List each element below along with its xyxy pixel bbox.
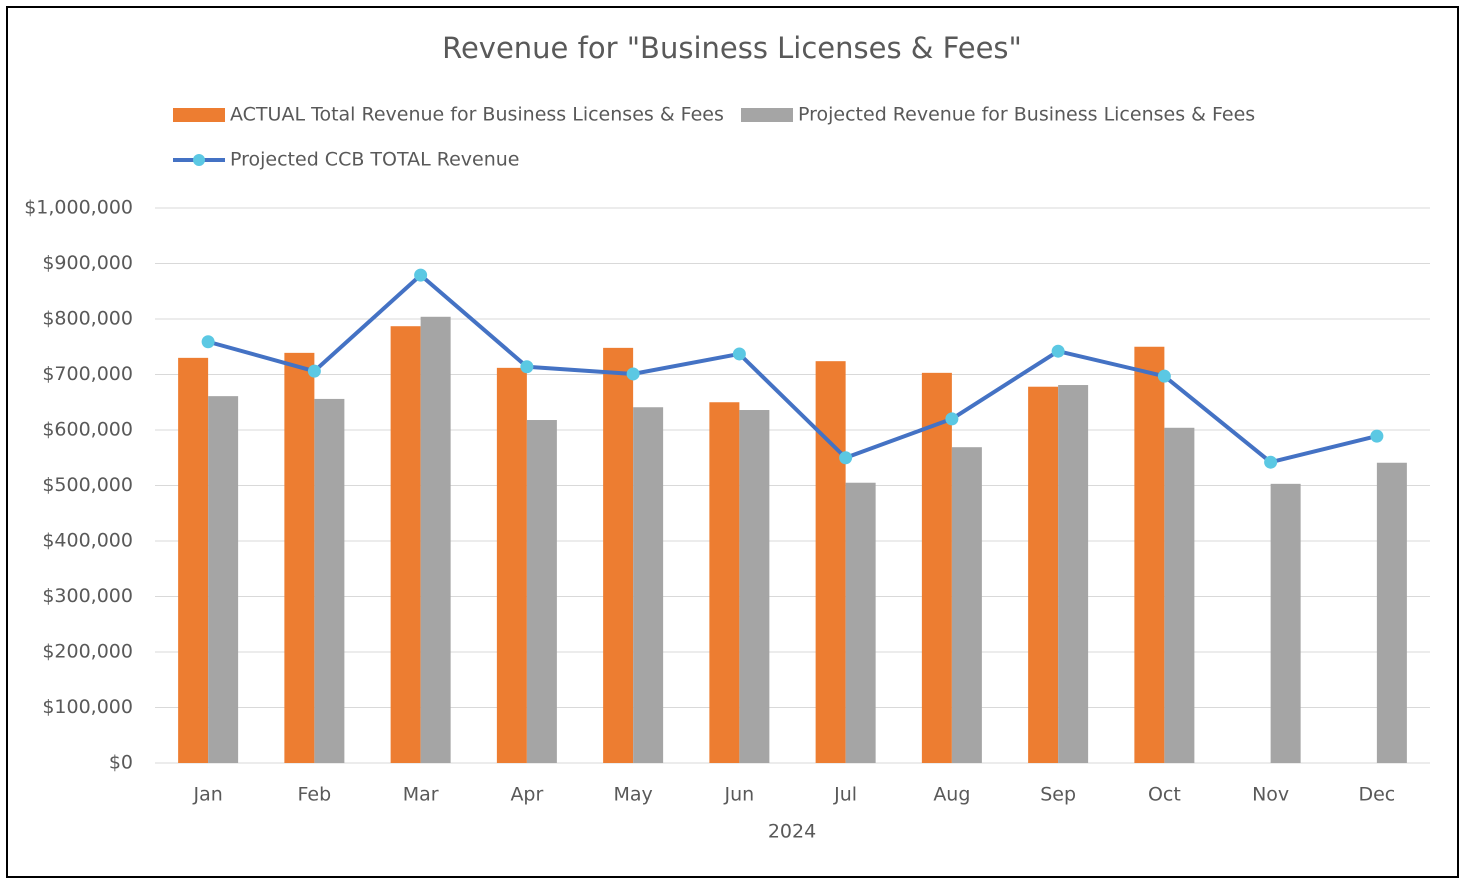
y-tick-label: $0 — [109, 752, 133, 774]
x-tick-label: May — [613, 784, 652, 806]
line-marker — [945, 412, 959, 426]
line-marker — [1370, 429, 1384, 443]
bar — [1134, 346, 1165, 763]
line-marker — [414, 268, 428, 282]
bar — [1058, 385, 1089, 763]
line — [207, 273, 1378, 465]
x-tick-label: Mar — [403, 784, 439, 806]
bar — [1270, 483, 1301, 763]
bar — [284, 352, 315, 763]
x-tick-label: Apr — [510, 784, 543, 806]
y-tick-label: $1,000,000 — [24, 197, 133, 219]
y-tick-label: $500,000 — [42, 474, 133, 496]
bar — [1028, 386, 1059, 763]
x-tick-label: Jan — [192, 784, 222, 806]
x-tick-label: Aug — [933, 784, 970, 806]
line-marker — [1051, 344, 1065, 358]
line-marker — [1157, 369, 1171, 383]
bar — [420, 316, 451, 763]
y-tick-label: $800,000 — [42, 308, 133, 330]
bar — [603, 347, 634, 763]
line-marker — [201, 335, 215, 349]
line-marker — [732, 347, 746, 361]
line-marker — [626, 367, 640, 381]
bar — [709, 402, 740, 763]
bar — [390, 326, 421, 763]
bar — [951, 447, 982, 763]
line-marker — [839, 451, 853, 465]
line-marker — [307, 364, 321, 378]
bar — [633, 407, 664, 763]
bar — [815, 361, 846, 763]
line-marker — [1264, 455, 1278, 469]
chart-title: Revenue for "Business Licenses & Fees" — [442, 31, 1022, 65]
y-tick-label: $400,000 — [42, 530, 133, 552]
x-tick-label: Feb — [298, 784, 332, 806]
bar — [178, 357, 209, 763]
legend-label: Projected Revenue for Business Licenses … — [798, 104, 1255, 126]
bar — [1164, 427, 1195, 763]
x-tick-label: Jun — [724, 784, 755, 806]
line-marker — [520, 360, 534, 374]
legend-label: Projected CCB TOTAL Revenue — [230, 149, 519, 171]
legend-label: ACTUAL Total Revenue for Business Licens… — [230, 104, 724, 126]
x-axis-title: 2024 — [768, 821, 816, 843]
x-tick-label: Jul — [833, 784, 857, 806]
x-tick-label: Oct — [1148, 784, 1181, 806]
bar — [845, 482, 876, 763]
bar — [739, 410, 770, 763]
x-tick-label: Sep — [1040, 784, 1076, 806]
bar — [526, 420, 557, 763]
y-tick-label: $700,000 — [42, 363, 133, 385]
bar — [921, 372, 952, 763]
bar — [496, 367, 527, 763]
y-tick-label: $900,000 — [42, 252, 133, 274]
bar — [1376, 462, 1407, 763]
y-tick-label: $200,000 — [42, 641, 133, 663]
y-tick-label: $100,000 — [42, 696, 133, 718]
y-tick-label: $300,000 — [42, 585, 133, 607]
legend-swatch — [741, 108, 793, 122]
legend-marker — [193, 154, 205, 166]
bar — [208, 396, 239, 763]
x-tick-label: Nov — [1252, 784, 1289, 806]
bar — [314, 398, 345, 763]
legend-swatch — [173, 108, 225, 122]
y-tick-label: $600,000 — [42, 419, 133, 441]
x-tick-label: Dec — [1358, 784, 1395, 806]
